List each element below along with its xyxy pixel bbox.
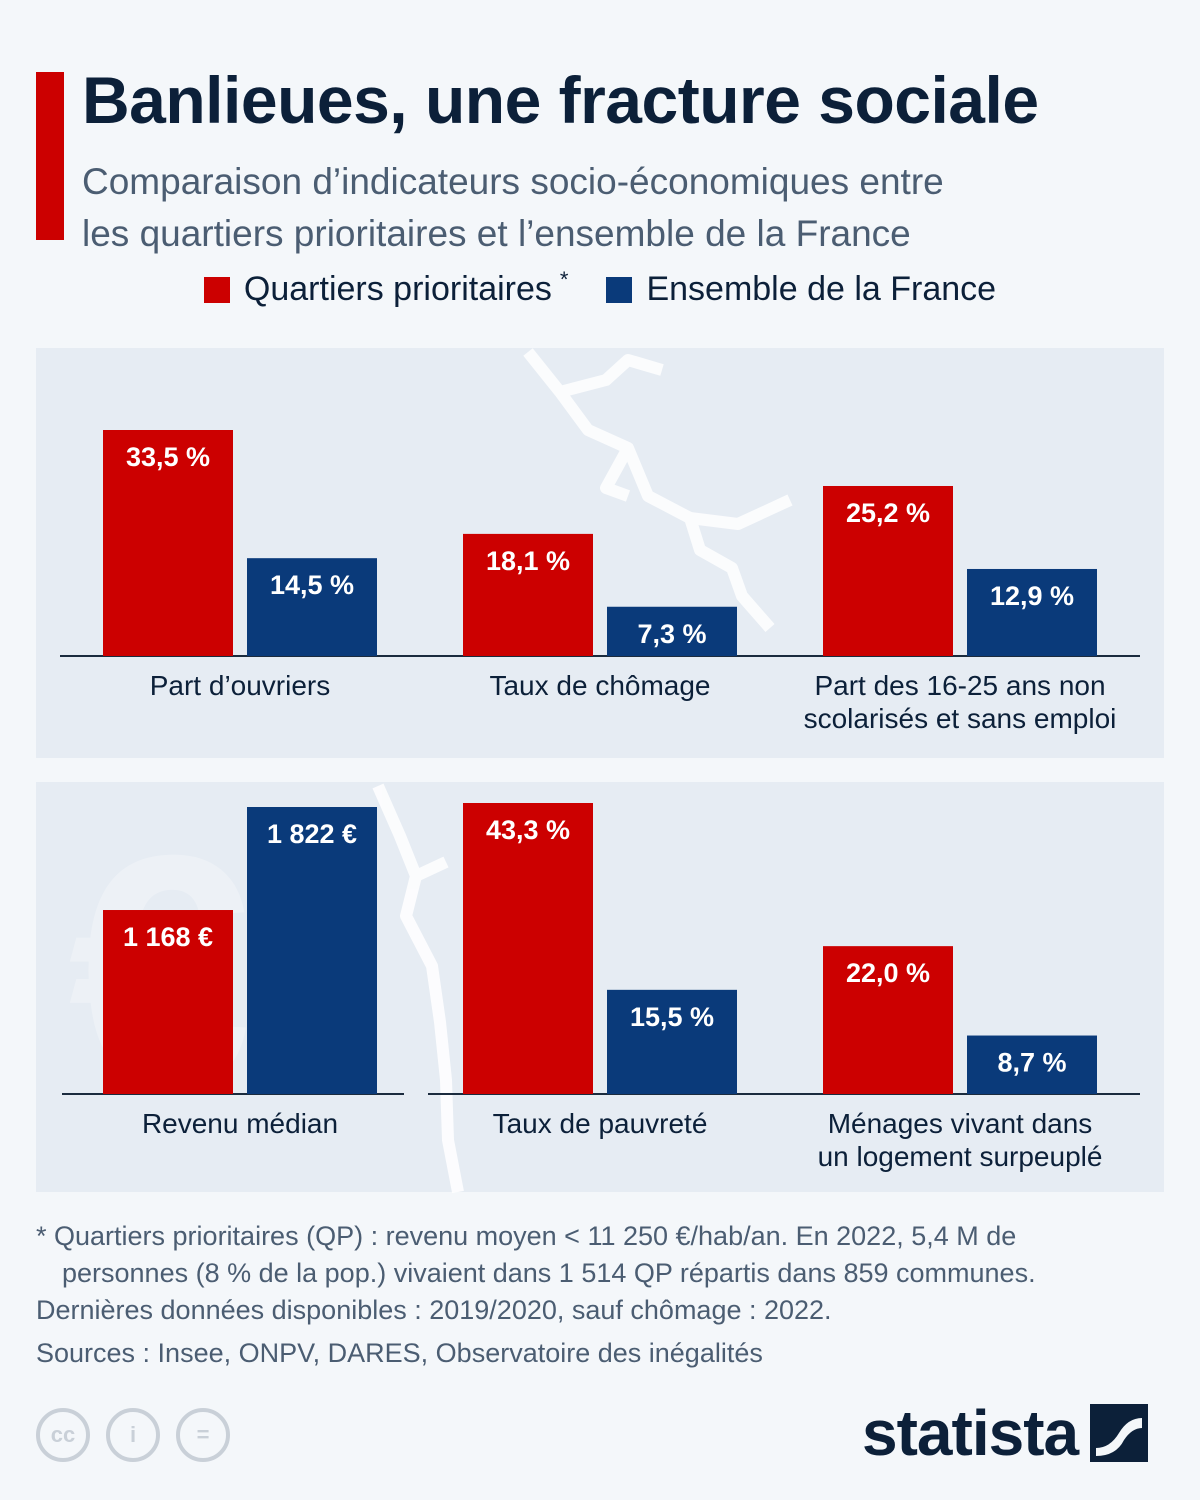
data-label: 43,3 %	[486, 815, 570, 845]
data-label: 12,9 %	[990, 581, 1074, 611]
legend-item-qp: Quartiers prioritaires *	[203, 266, 569, 309]
data-label: 22,0 %	[846, 958, 930, 988]
category-label: Taux de pauvreté	[493, 1108, 708, 1139]
data-label: 15,5 %	[630, 1002, 714, 1032]
legend-label-france: Ensemble de la France	[646, 270, 997, 308]
brand-name: statista	[862, 1397, 1079, 1469]
category-label: Part d’ouvriers	[150, 670, 331, 701]
license-icons: cc i =	[36, 1408, 230, 1462]
title-accent-bar	[36, 72, 64, 240]
bar-france	[967, 1035, 1097, 1094]
cc-icon[interactable]: cc	[36, 1408, 90, 1462]
statista-brand[interactable]: statista	[862, 1396, 1149, 1470]
footnote-line-3: Dernières données disponibles : 2019/202…	[36, 1295, 832, 1325]
data-label: 25,2 %	[846, 498, 930, 528]
legend: Quartiers prioritaires * Ensemble de la …	[0, 266, 1200, 309]
data-label: 18,1 %	[486, 546, 570, 576]
bar-france	[607, 989, 737, 1094]
bar-france	[247, 807, 377, 1094]
data-label: 8,7 %	[997, 1048, 1066, 1078]
data-label: 1 168 €	[123, 922, 213, 952]
bar-france	[247, 558, 377, 656]
bar-france	[967, 568, 1097, 656]
legend-asterisk: *	[559, 266, 569, 292]
bar-qp	[103, 910, 233, 1094]
bar-qp	[103, 430, 233, 656]
sources: Sources : Insee, ONPV, DARES, Observatoi…	[36, 1338, 763, 1368]
attribution-icon[interactable]: i	[106, 1408, 160, 1462]
legend-label-qp: Quartiers prioritaires	[243, 270, 552, 308]
footnote-line-2: personnes (8 % de la pop.) vivaient dans…	[62, 1258, 1036, 1288]
data-label: 1 822 €	[267, 819, 357, 849]
bar-france	[607, 606, 737, 656]
page-title: Banlieues, une fracture sociale	[82, 63, 1039, 137]
data-label: 7,3 %	[637, 619, 706, 649]
legend-item-france: Ensemble de la France	[606, 270, 996, 309]
category-label: Revenu médian	[142, 1108, 338, 1139]
category-label: Part des 16-25 ans non	[814, 670, 1105, 701]
category-label: scolarisés et sans emploi	[804, 703, 1117, 734]
no-derivatives-icon[interactable]: =	[176, 1408, 230, 1462]
category-label: Ménages vivant dans	[828, 1108, 1093, 1139]
legend-swatch-france	[606, 276, 633, 303]
statista-logo-icon	[1090, 1404, 1149, 1462]
bar-qp	[463, 803, 593, 1094]
page-subtitle: Comparaison d’indicateurs socio-économiq…	[82, 156, 1162, 260]
data-label: 14,5 %	[270, 570, 354, 600]
footnotes: * Quartiers prioritaires (QP) : revenu m…	[36, 1218, 1176, 1372]
category-label: Taux de chômage	[489, 670, 710, 701]
category-label: un logement surpeuplé	[818, 1141, 1103, 1172]
legend-swatch-qp	[203, 276, 230, 303]
footnote-line-1: * Quartiers prioritaires (QP) : revenu m…	[36, 1221, 1017, 1251]
subtitle-line-2: les quartiers prioritaires et l’ensemble…	[82, 213, 911, 254]
bars-layer: 33,5 % 14,5 % Part d’ouvriers 18,1 % 7,3 % Ta…	[60, 430, 1140, 1172]
bar-qp	[823, 485, 953, 656]
bar-qp	[823, 946, 953, 1094]
data-label: 33,5 %	[126, 442, 210, 472]
bar-qp	[463, 533, 593, 656]
subtitle-line-1: Comparaison d’indicateurs socio-économiq…	[82, 161, 944, 202]
crack-decoration	[372, 348, 793, 1194]
